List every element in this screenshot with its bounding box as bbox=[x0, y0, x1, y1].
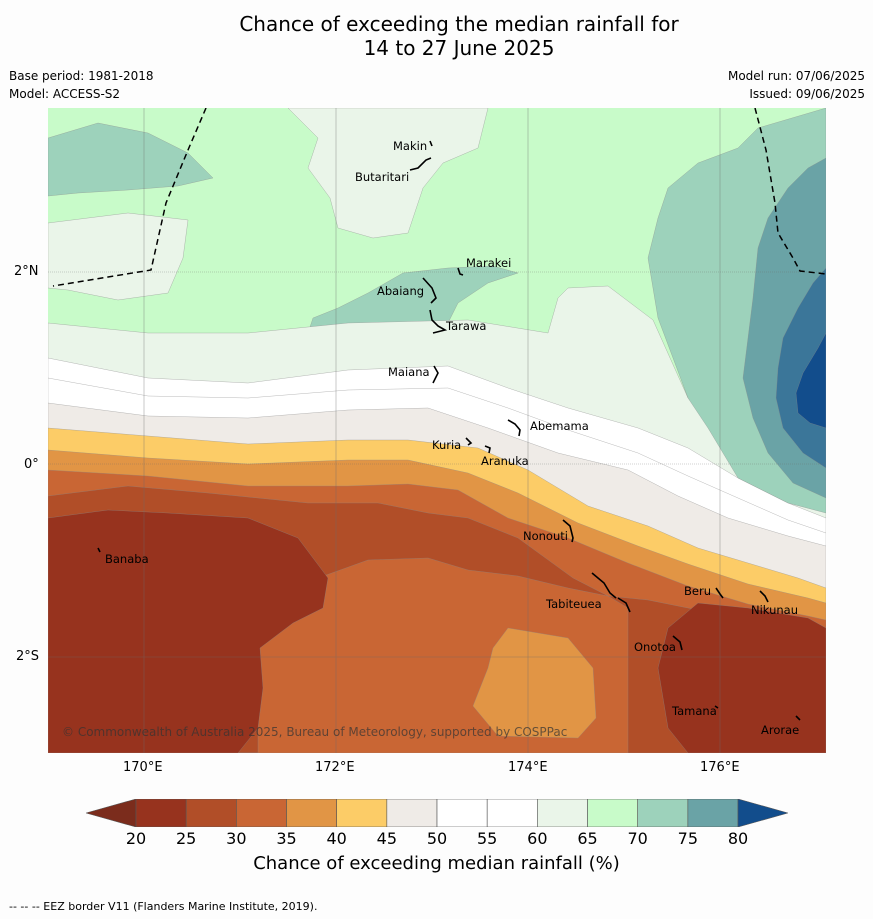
chart-title-line2: 14 to 27 June 2025 bbox=[363, 36, 555, 60]
colorbar-arrow-high bbox=[737, 799, 788, 827]
model-run: Model run: 07/06/2025 bbox=[727, 69, 865, 83]
islands bbox=[97, 140, 801, 721]
band-55-60-west bbox=[48, 212, 189, 301]
place-abaiang: Abaiang bbox=[377, 284, 424, 298]
band-gt80-east bbox=[795, 332, 826, 429]
colorbar-cell-70 bbox=[637, 799, 689, 827]
place-tamana: Tamana bbox=[671, 704, 717, 718]
colorbar-tick-65: 65 bbox=[577, 829, 598, 848]
place-banaba: Banaba bbox=[105, 552, 149, 566]
rainfall-probability-map[interactable]: Makin Butaritari Marakei Abaiang Tarawa … bbox=[48, 108, 826, 753]
place-kuria: Kuria bbox=[432, 438, 461, 452]
colorbar-cell-25 bbox=[185, 799, 237, 827]
lon-label-170e: 170°E bbox=[123, 760, 163, 775]
place-onotoa: Onotoa bbox=[634, 640, 676, 654]
copyright-notice: © Commonwealth of Australia 2025, Bureau… bbox=[62, 725, 567, 739]
colorbar-cell-45 bbox=[386, 799, 438, 827]
colorbar-tick-50: 50 bbox=[426, 829, 448, 848]
colorbar-cell-65 bbox=[587, 799, 638, 827]
colorbar-tick-60: 60 bbox=[527, 829, 548, 848]
colorbar-tick-80: 80 bbox=[727, 829, 749, 848]
band-55-60-north bbox=[287, 108, 489, 239]
place-aranuka: Aranuka bbox=[481, 454, 529, 468]
place-arorae: Arorae bbox=[761, 723, 799, 737]
place-tabiteuea: Tabiteuea bbox=[545, 597, 602, 611]
colorbar-cell-30 bbox=[236, 799, 287, 827]
place-maiana: Maiana bbox=[388, 365, 430, 379]
model-name: Model: ACCESS-S2 bbox=[9, 87, 121, 101]
place-makin: Makin bbox=[393, 139, 427, 153]
colorbar-tick-55: 55 bbox=[477, 829, 498, 848]
colorbar-tick-30: 30 bbox=[226, 829, 247, 848]
eez-border-west bbox=[52, 108, 207, 287]
place-nikunau: Nikunau bbox=[751, 603, 798, 617]
issued-date: Issued: 09/06/2025 bbox=[749, 87, 865, 101]
place-labels: Makin Butaritari Marakei Abaiang Tarawa … bbox=[105, 139, 799, 737]
graticule bbox=[48, 108, 826, 753]
band-65-70-nw bbox=[48, 122, 214, 197]
colorbar-arrow-low bbox=[86, 799, 137, 827]
lon-label-174e: 174°E bbox=[508, 760, 548, 775]
colorbar-cell-40 bbox=[336, 799, 388, 827]
colorbar-cells bbox=[135, 799, 739, 827]
lon-label-172e: 172°E bbox=[315, 760, 355, 775]
lat-label-2s: 2°S bbox=[16, 649, 40, 664]
colorbar-tick-20: 20 bbox=[125, 829, 147, 848]
colorbar-tick-45: 45 bbox=[376, 829, 398, 848]
colorbar-cell-75 bbox=[687, 799, 739, 827]
band-lt20-east bbox=[657, 602, 826, 753]
place-butaritari: Butaritari bbox=[355, 170, 409, 184]
colorbar-tick-75: 75 bbox=[677, 829, 699, 848]
eez-footnote: -- -- -- EEZ border V11 (Flanders Marine… bbox=[9, 900, 318, 913]
colorbar-cell-60 bbox=[537, 799, 588, 827]
lat-label-2n: 2°N bbox=[14, 264, 39, 279]
place-abemama: Abemama bbox=[530, 419, 589, 433]
colorbar-cell-20 bbox=[135, 799, 187, 827]
place-nonouti: Nonouti bbox=[523, 529, 568, 543]
band-30-35-south bbox=[472, 627, 597, 739]
colorbar-tick-70: 70 bbox=[627, 829, 648, 848]
colorbar-cell-35 bbox=[286, 799, 337, 827]
place-marakei: Marakei bbox=[466, 256, 511, 270]
colorbar-cell-50 bbox=[436, 799, 488, 827]
lat-label-0: 0° bbox=[24, 457, 39, 472]
place-tarawa: Tarawa bbox=[445, 319, 486, 333]
base-period: Base period: 1981-2018 bbox=[9, 69, 154, 83]
colorbar-cell-55 bbox=[486, 799, 538, 827]
place-beru: Beru bbox=[684, 584, 711, 598]
lon-label-176e: 176°E bbox=[700, 760, 740, 775]
colorbar-tick-25: 25 bbox=[175, 829, 197, 848]
colorbar bbox=[86, 799, 788, 827]
colorbar-tick-35: 35 bbox=[276, 829, 297, 848]
colorbar-label: Chance of exceeding median rainfall (%) bbox=[253, 853, 620, 874]
band-lt20-west bbox=[48, 509, 329, 753]
eez-border-east bbox=[754, 108, 826, 275]
colorbar-tick-40: 40 bbox=[326, 829, 347, 848]
chart-title-line1: Chance of exceeding the median rainfall … bbox=[239, 12, 679, 36]
